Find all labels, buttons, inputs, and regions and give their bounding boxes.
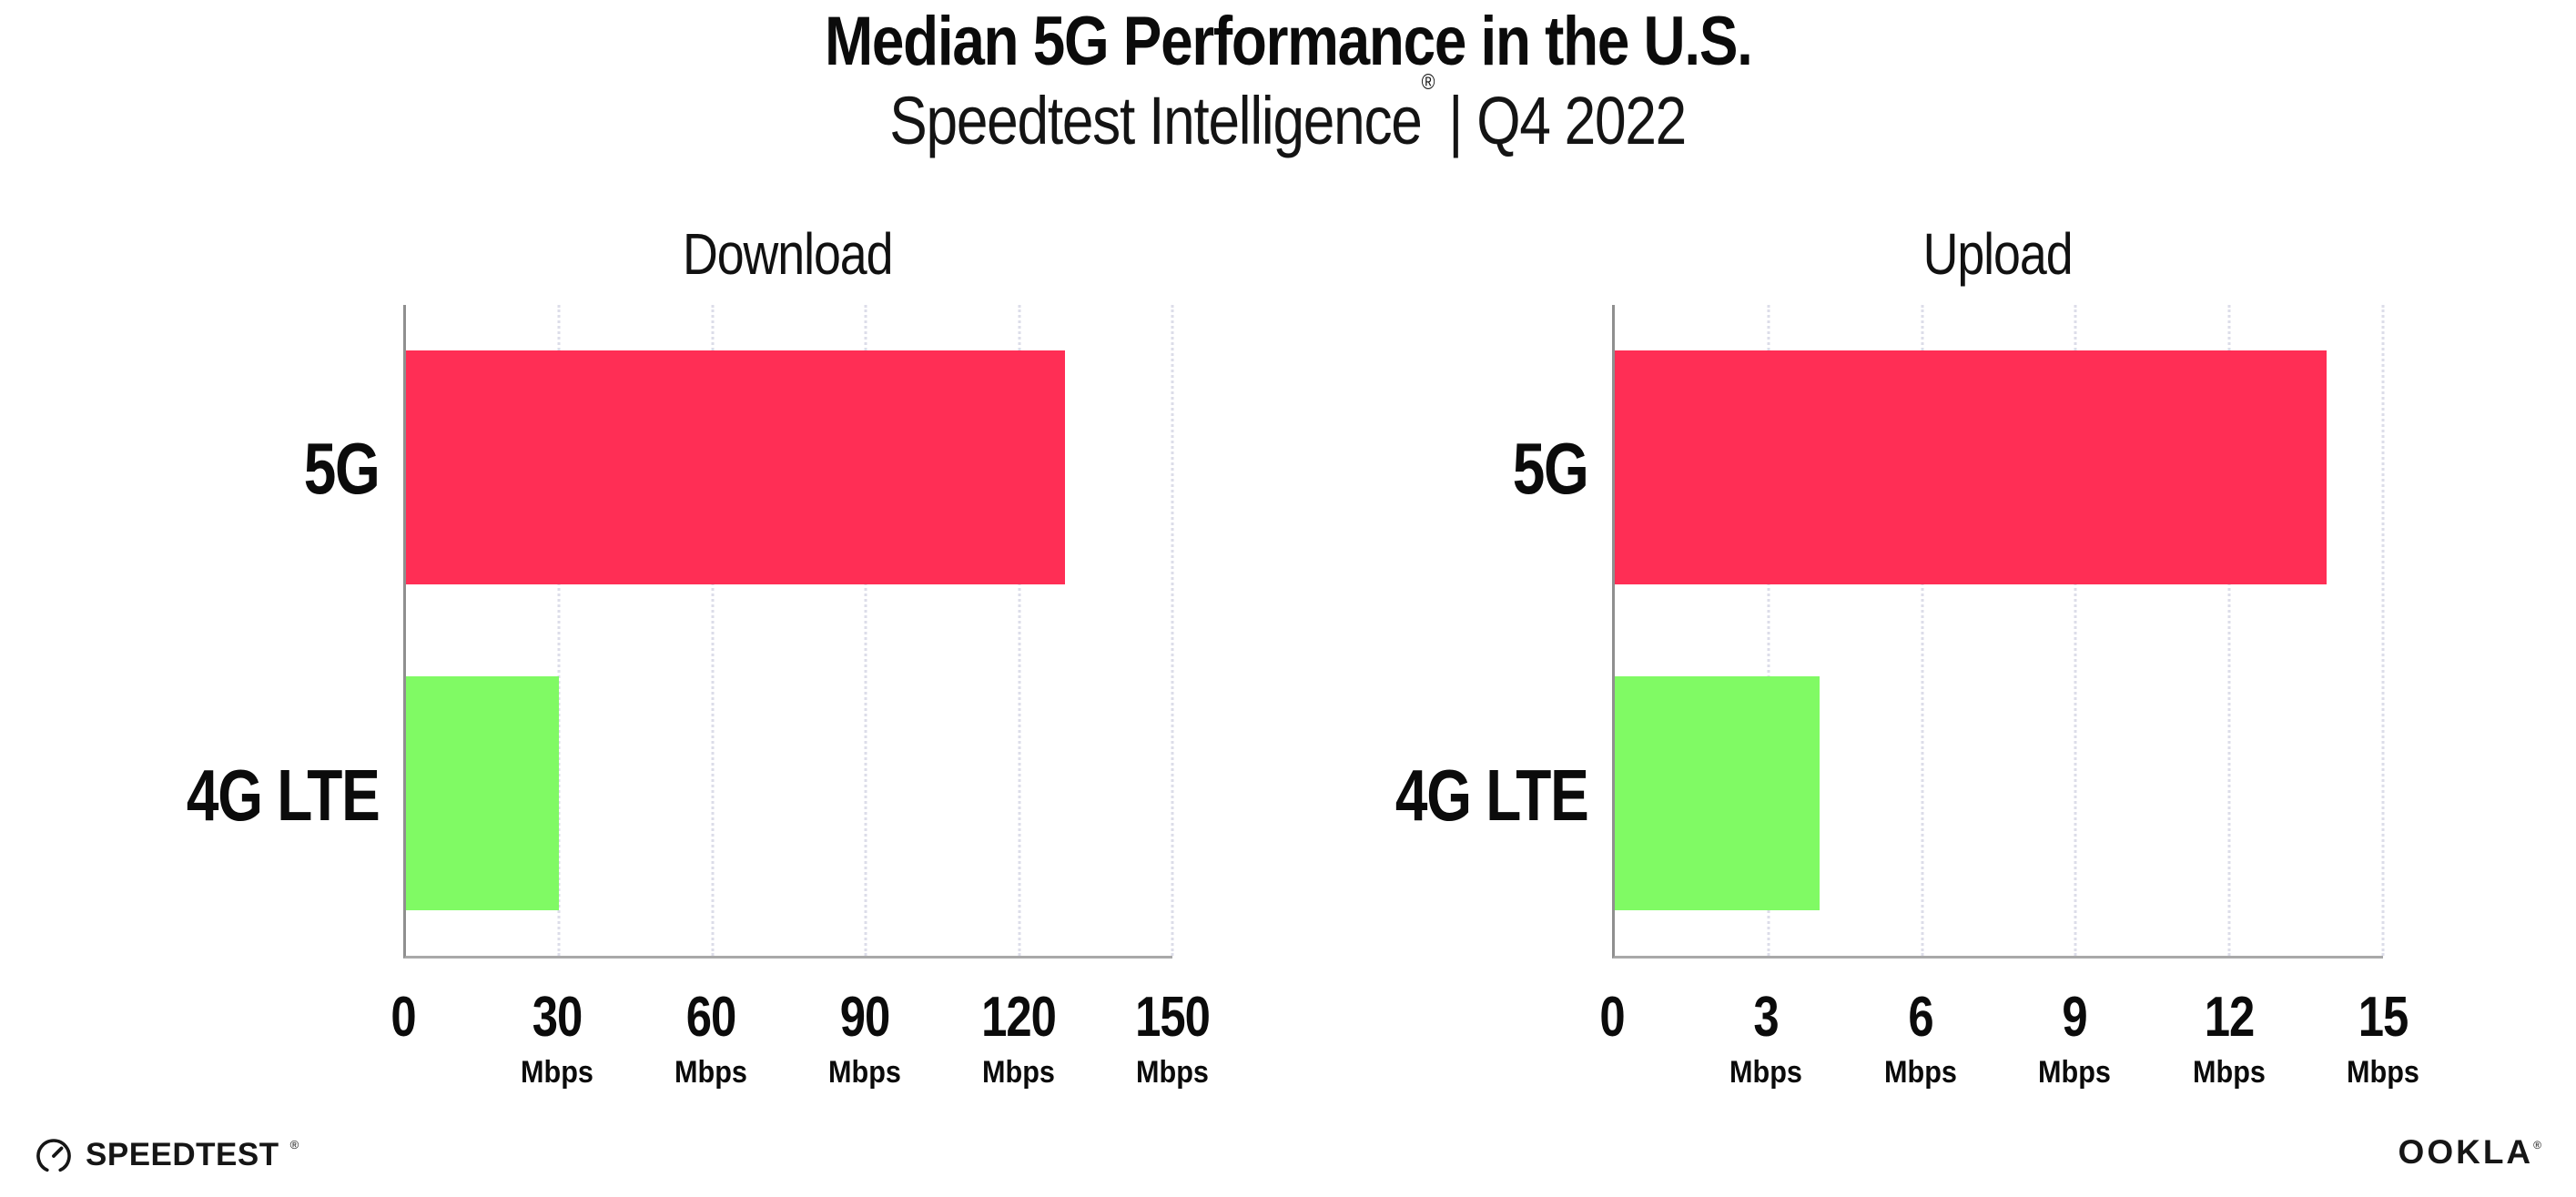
x-tick-value: 30 [532,986,583,1049]
download-chart-title: Download [403,220,1172,288]
x-tick-unit: Mbps [1136,1055,1209,1090]
category-label-text: 4G LTE [1395,754,1589,836]
x-tick-value: 0 [1599,986,1625,1049]
x-tick-value: 0 [390,986,416,1049]
bar-upload-4g-lte [1615,675,1820,910]
category-label-text: 5G [1513,427,1589,509]
upload-chart-title: Upload [1612,220,2383,288]
gridline-upload-9 [2074,305,2077,956]
gridline-upload-6 [1921,305,1924,956]
registered-mark-icon: ® [1421,70,1435,96]
category-label-5g: 5G [1494,427,1589,509]
bar-download-5g [406,350,1066,585]
gridline-download-150 [1171,305,1174,956]
x-tick-value: 90 [839,986,891,1049]
speedtest-logo: SPEEDTEST ® [33,1133,299,1177]
x-tick-unit: Mbps [982,1055,1055,1090]
ookla-registered-icon: ® [2533,1139,2541,1151]
x-tick-unit: Mbps [1883,1055,1957,1090]
x-tick-value: 12 [2204,986,2255,1049]
x-tick-value: 3 [1753,986,1780,1049]
category-label-text: 5G [304,427,380,509]
download-chart-title-text: Download [683,221,894,287]
x-tick-download-120: 120 Mbps [973,986,1064,1090]
speedtest-gauge-icon [36,1139,71,1172]
x-tick-download-30: 30 Mbps [517,986,598,1090]
category-label-text: 4G LTE [187,754,380,836]
x-tick-unit: Mbps [1729,1055,1803,1090]
page-title: Median 5G Performance in the U.S. [0,5,2576,78]
x-tick-upload-3: 3 Mbps [1726,986,1807,1090]
x-tick-upload-15: 15 Mbps [2343,986,2424,1090]
bar-download-4g-lte [406,675,560,910]
x-tick-download-150: 150 Mbps [1127,986,1218,1090]
gridline-upload-12 [2227,305,2231,956]
speedtest-wordmark: SPEEDTEST [86,1137,279,1172]
category-label-4g-lte: 4G LTE [138,754,380,836]
x-tick-value: 60 [685,986,737,1049]
x-tick-download-60: 60 Mbps [671,986,752,1090]
category-label-5g: 5G [285,427,380,509]
gridline-download-120 [1018,305,1021,956]
x-axis: 0 30 Mbps 60 Mbps 90 Mbps 120 Mbps 150 Mbps [390,986,1211,1108]
x-tick-value: 6 [1908,986,1933,1049]
subtitle-brand: Speedtest Intelligence [889,83,1424,158]
gridline-download-90 [864,305,867,956]
x-tick-unit: Mbps [828,1055,901,1090]
page-subtitle-text: Speedtest Intelligence® | Q4 2022 [889,71,1688,158]
y-labels: 5G 4G LTE [0,305,380,959]
page-title-text: Median 5G Performance in the U.S. [824,3,1753,80]
ookla-wordmark: OOKLA [2398,1133,2534,1171]
x-tick-download-90: 90 Mbps [825,986,906,1090]
speedtest-registered-icon: ® [289,1137,299,1151]
gridline-download-60 [711,305,715,956]
plot-area [403,305,1174,959]
x-tick-download-0: 0 [388,989,418,1046]
x-tick-unit: Mbps [2038,1055,2112,1090]
x-axis: 0 3 Mbps 6 Mbps 9 Mbps 12 Mbps 15 Mbps [1599,986,2419,1108]
plot-area [1612,305,2385,959]
x-tick-unit: Mbps [521,1055,593,1090]
bar-upload-5g [1615,350,2328,585]
x-tick-upload-6: 6 Mbps [1880,986,1961,1090]
x-tick-upload-0: 0 [1597,989,1627,1046]
x-tick-upload-9: 9 Mbps [2034,986,2115,1090]
x-tick-value: 15 [2358,986,2409,1049]
upload-chart-title-text: Upload [1922,221,2074,287]
x-tick-value: 150 [1135,986,1211,1049]
x-tick-value: 120 [981,986,1057,1049]
x-tick-unit: Mbps [2347,1055,2419,1090]
gridline-upload-3 [1767,305,1770,956]
x-tick-unit: Mbps [2192,1055,2266,1090]
subtitle-period: | Q4 2022 [1434,83,1688,158]
category-label-4g-lte: 4G LTE [1347,754,1589,836]
ookla-logo: OOKLA ® [2399,1133,2541,1173]
gridline-download-30 [557,305,561,956]
x-tick-value: 9 [2062,986,2088,1049]
page-subtitle: Speedtest Intelligence® | Q4 2022 [0,71,2576,158]
gridline-upload-15 [2381,305,2385,956]
x-tick-upload-12: 12 Mbps [2188,986,2269,1090]
x-tick-unit: Mbps [674,1055,747,1090]
y-labels: 5G 4G LTE [0,305,1589,959]
